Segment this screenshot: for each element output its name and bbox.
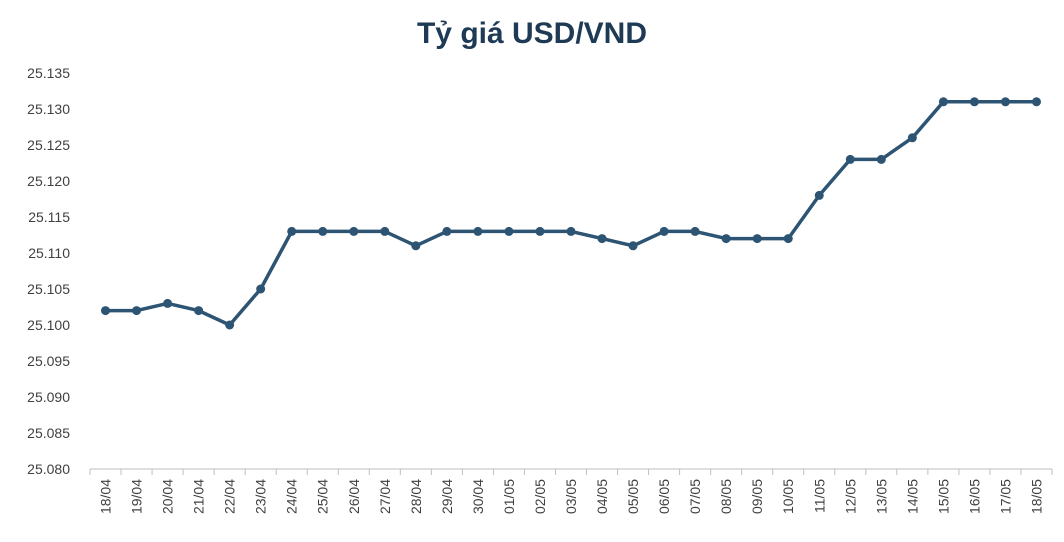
data-point [163, 298, 173, 308]
x-tick-label: 22/04 [222, 479, 238, 514]
x-tick-label: 05/05 [625, 479, 641, 514]
y-tick-label: 25.085 [27, 425, 70, 441]
y-tick-label: 25.105 [27, 281, 70, 297]
data-point [318, 226, 328, 236]
y-tick-label: 25.125 [27, 137, 70, 153]
y-tick-label: 25.120 [27, 173, 70, 189]
y-tick-label: 25.080 [27, 461, 70, 477]
data-point [287, 226, 297, 236]
x-tick-label: 30/04 [470, 479, 486, 514]
x-tick-label: 11/05 [811, 479, 827, 513]
data-point [504, 226, 514, 236]
data-point [752, 234, 762, 244]
x-tick-label: 01/05 [501, 479, 517, 514]
x-tick-label: 02/05 [532, 479, 548, 514]
x-tick-label: 20/04 [160, 479, 176, 514]
data-point [566, 226, 576, 236]
data-point [969, 97, 979, 107]
x-tick-label: 29/04 [439, 479, 455, 514]
x-tick-label: 18/04 [98, 479, 114, 514]
data-point [411, 241, 421, 251]
x-tick-label: 06/05 [656, 479, 672, 514]
y-tick-label: 25.110 [28, 245, 70, 261]
data-point [101, 306, 111, 316]
series-line [103, 100, 1039, 327]
x-axis-ticks: 18/04 19/04 20/04 21/04 22/04 23/04 24/04 25/04… [98, 479, 1045, 514]
data-point [721, 234, 731, 244]
y-tick-label: 25.115 [28, 209, 70, 225]
data-point [659, 226, 669, 236]
x-tick-label: 03/05 [563, 479, 579, 514]
data-point [597, 234, 607, 244]
data-point [628, 241, 638, 251]
data-point [1000, 97, 1010, 107]
x-tick-label: 26/04 [346, 479, 362, 514]
y-axis-ticks: 25.080 25.085 25.090 25.095 25.100 25.105 25.1… [27, 65, 70, 477]
x-tick-label: 28/04 [408, 479, 424, 514]
data-point [194, 306, 204, 316]
data-point [938, 97, 948, 107]
x-tick-label: 04/05 [594, 479, 610, 514]
data-point [473, 226, 483, 236]
data-point [876, 154, 886, 164]
y-tick-label: 25.090 [27, 389, 70, 405]
x-tick-label: 10/05 [780, 479, 796, 514]
y-tick-label: 25.095 [27, 353, 70, 369]
data-point [349, 226, 359, 236]
x-tick-label: 17/05 [997, 479, 1013, 514]
series-group [101, 97, 1041, 330]
x-tick-label: 25/04 [315, 479, 331, 514]
chart-title: Tỷ giá USD/VND [417, 17, 647, 50]
x-tick-label: 12/05 [842, 479, 858, 514]
data-point [1031, 97, 1041, 107]
x-tick-label: 07/05 [687, 479, 703, 514]
x-tick-label: 09/05 [749, 479, 765, 514]
data-point [690, 226, 700, 236]
x-tick-label: 23/04 [253, 479, 269, 514]
x-tick-label: 15/05 [935, 479, 951, 514]
data-point [783, 234, 793, 244]
data-point [256, 284, 266, 294]
x-tick-label: 14/05 [904, 479, 920, 514]
data-point [535, 226, 545, 236]
x-axis [89, 468, 1053, 475]
data-point [380, 226, 390, 236]
x-tick-label: 16/05 [966, 479, 982, 514]
x-tick-label: 27/04 [377, 479, 393, 514]
x-tick-label: 18/05 [1028, 479, 1044, 514]
data-point [132, 306, 142, 316]
y-tick-label: 25.100 [27, 317, 70, 333]
x-tick-label: 19/04 [129, 479, 145, 514]
x-tick-label: 13/05 [873, 479, 889, 514]
x-tick-label: 24/04 [284, 479, 300, 514]
data-point [907, 133, 917, 143]
x-tick-label: 21/04 [191, 479, 207, 514]
y-tick-label: 25.135 [27, 65, 70, 81]
data-point [814, 190, 824, 200]
data-point [845, 154, 855, 164]
data-point [225, 320, 235, 330]
x-tick-label: 08/05 [718, 479, 734, 514]
y-tick-label: 25.130 [27, 101, 70, 117]
data-point [442, 226, 452, 236]
